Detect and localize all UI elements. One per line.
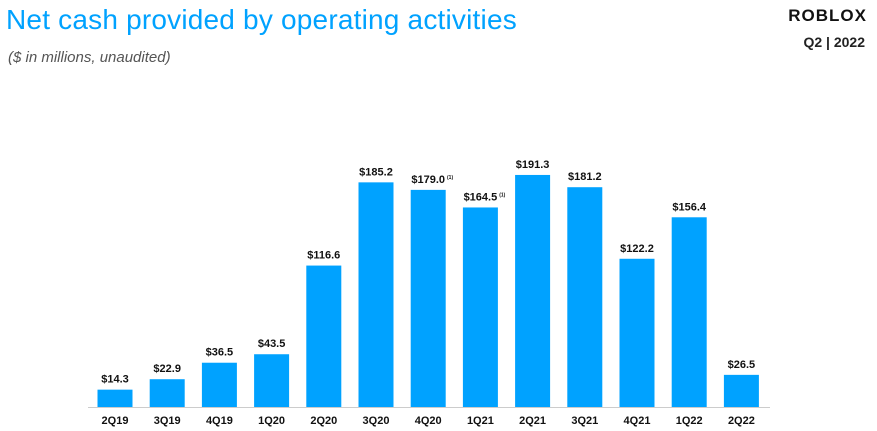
bar [97, 389, 133, 407]
bar [410, 189, 446, 407]
tick-label: 2Q21 [519, 415, 546, 427]
tick-label: 4Q19 [206, 415, 233, 427]
roblox-logo: ROBLOX [788, 6, 867, 25]
bar [567, 187, 603, 407]
tick-label: 3Q21 [571, 415, 598, 427]
data-label: $179.0 [411, 174, 445, 186]
bar [515, 174, 551, 407]
bar [254, 354, 290, 407]
data-label: $191.3 [516, 159, 550, 171]
tick-label: 2Q22 [728, 415, 755, 427]
footnote-marker: (1) [447, 175, 453, 181]
tick-label: 1Q22 [676, 415, 703, 427]
tick-label: 3Q20 [363, 415, 390, 427]
bar [462, 207, 498, 407]
data-label: $22.9 [153, 363, 181, 375]
tick-label: 2Q19 [102, 415, 129, 427]
data-label: $36.5 [206, 347, 234, 359]
data-label: $14.3 [101, 374, 129, 386]
period-label: Q2 | 2022 [803, 34, 865, 50]
data-label: $43.5 [258, 338, 286, 350]
chart-title: Net cash provided by operating activitie… [6, 4, 517, 35]
tick-label: 3Q19 [154, 415, 181, 427]
tick-label: 4Q20 [415, 415, 442, 427]
tick-label: 2Q20 [310, 415, 337, 427]
bar [723, 374, 759, 407]
data-label: $185.2 [359, 166, 393, 178]
bar [306, 265, 342, 407]
bar [619, 258, 655, 407]
bar [201, 362, 237, 407]
data-label: $156.4 [672, 201, 707, 213]
bar [671, 217, 707, 407]
data-label: $26.5 [728, 359, 756, 371]
tick-label: 4Q21 [624, 415, 651, 427]
data-label: $116.6 [307, 250, 340, 262]
bar [149, 379, 185, 407]
footnote-marker: (1) [499, 192, 505, 198]
tick-label: 1Q20 [258, 415, 285, 427]
tick-label: 1Q21 [467, 415, 494, 427]
data-label: $122.2 [620, 243, 654, 255]
chart-subtitle: ($ in millions, unaudited) [8, 49, 171, 66]
bar [358, 182, 394, 407]
data-label: $164.5 [464, 191, 498, 203]
data-label: $181.2 [568, 171, 602, 183]
